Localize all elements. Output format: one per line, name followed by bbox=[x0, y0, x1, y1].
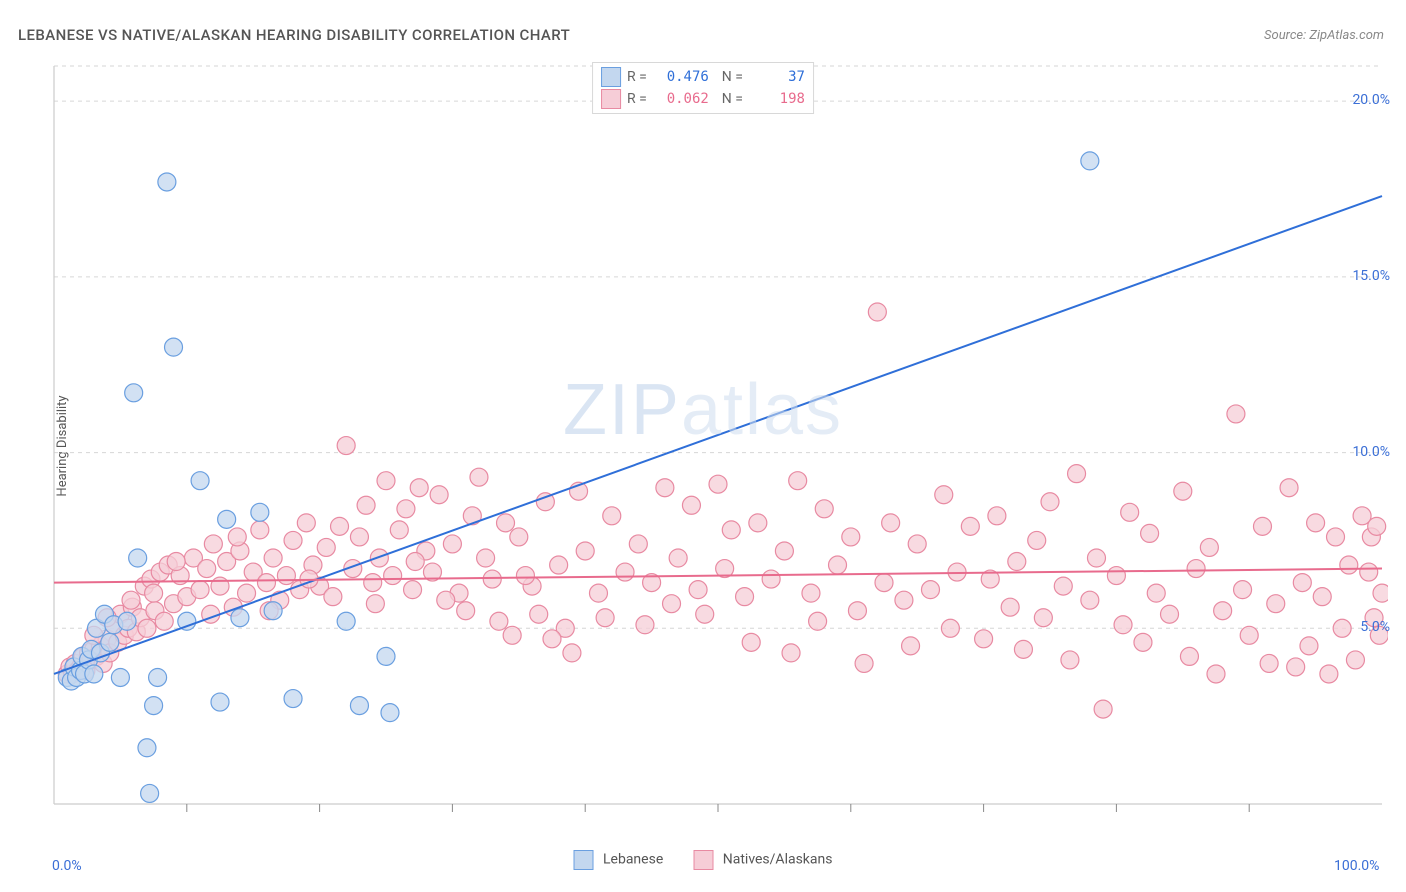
n-label: N = bbox=[715, 69, 743, 85]
r-value-natives: 0.062 bbox=[655, 91, 709, 107]
legend-item-lebanese: Lebanese bbox=[574, 850, 664, 870]
legend-item-natives: Natives/Alaskans bbox=[693, 850, 832, 870]
chart-container: LEBANESE VS NATIVE/ALASKAN HEARING DISAB… bbox=[0, 0, 1406, 892]
swatch-natives-icon bbox=[693, 850, 713, 870]
correlation-legend: R = 0.476 N = 37 R = 0.062 N = 198 bbox=[592, 62, 814, 114]
chart-title: LEBANESE VS NATIVE/ALASKAN HEARING DISAB… bbox=[18, 26, 570, 44]
r-label: R = bbox=[627, 69, 647, 85]
legend-row-natives: R = 0.062 N = 198 bbox=[601, 88, 805, 110]
y-tick-label: 15.0% bbox=[1352, 268, 1390, 284]
n-value-lebanese: 37 bbox=[751, 69, 805, 85]
swatch-lebanese-icon bbox=[601, 67, 621, 87]
source-label: Source: ZipAtlas.com bbox=[1264, 28, 1384, 43]
chart-svg bbox=[48, 60, 1388, 840]
x-tick-label: 0.0% bbox=[52, 858, 82, 874]
x-tick-label: 100.0% bbox=[1334, 858, 1379, 874]
legend-row-lebanese: R = 0.476 N = 37 bbox=[601, 66, 805, 88]
n-label: N = bbox=[715, 91, 743, 107]
swatch-natives-icon bbox=[601, 89, 621, 109]
y-tick-label: 10.0% bbox=[1352, 444, 1390, 460]
y-tick-label: 5.0% bbox=[1360, 619, 1390, 635]
legend-label-natives: Natives/Alaskans bbox=[723, 852, 833, 868]
y-tick-label: 20.0% bbox=[1352, 92, 1390, 108]
swatch-lebanese-icon bbox=[574, 850, 594, 870]
r-label: R = bbox=[627, 91, 647, 107]
r-value-lebanese: 0.476 bbox=[655, 69, 709, 85]
legend-label-lebanese: Lebanese bbox=[603, 852, 663, 868]
plot-area bbox=[48, 60, 1388, 840]
series-legend: Lebanese Natives/Alaskans bbox=[574, 850, 833, 870]
n-value-natives: 198 bbox=[751, 91, 805, 107]
